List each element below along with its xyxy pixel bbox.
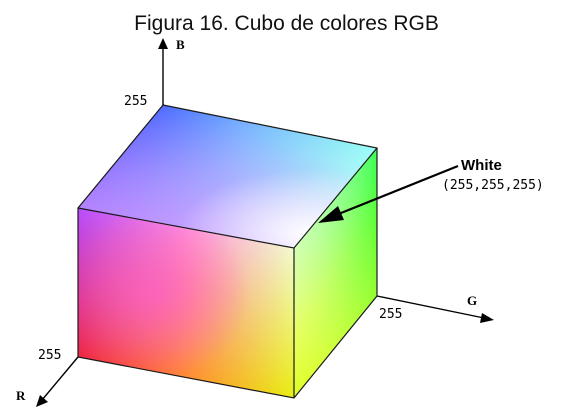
r-axis-tick: 255	[38, 348, 61, 363]
white-callout-value: (255,255,255)	[442, 178, 544, 193]
b-axis	[158, 38, 168, 105]
g-axis	[376, 295, 494, 323]
b-axis-label: B	[176, 37, 185, 52]
g-axis-tick: 255	[379, 307, 402, 322]
r-axis	[36, 356, 79, 407]
b-axis-tick: 255	[124, 94, 147, 109]
g-axis-label: G	[467, 293, 477, 308]
r-axis-label: R	[16, 388, 26, 403]
rgb-cube	[77, 104, 378, 399]
figure-title: Figura 16. Cubo de colores RGB	[134, 12, 439, 35]
white-callout-arrow	[318, 164, 459, 223]
white-callout-label: White	[461, 157, 502, 174]
